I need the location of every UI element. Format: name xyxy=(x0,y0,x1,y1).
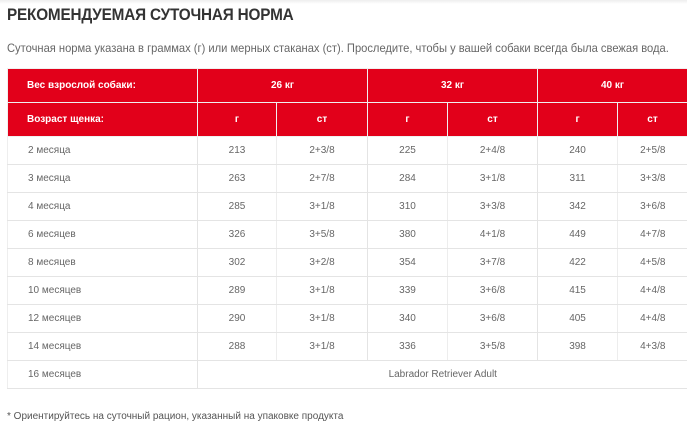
grams-cell: 326 xyxy=(197,220,277,249)
cups-cell: 4+4/8 xyxy=(617,276,687,305)
cups-cell: 4+4/8 xyxy=(617,304,687,333)
age-cell: 12 месяцев xyxy=(7,304,198,333)
cups-cell: 3+1/8 xyxy=(275,192,368,221)
cups-cell: 3+7/8 xyxy=(447,248,538,277)
grams-cell: 449 xyxy=(537,220,618,249)
table-row: 4 месяца 285 3+1/8 310 3+3/8 342 3+6/8 xyxy=(7,192,687,221)
grams-cell: 240 xyxy=(537,136,618,165)
table-row: 14 месяцев 288 3+1/8 336 3+5/8 398 4+3/8 xyxy=(7,332,687,361)
table-row: 2 месяца 213 2+3/8 225 2+4/8 240 2+5/8 xyxy=(7,136,687,165)
cups-cell: 3+1/8 xyxy=(275,332,368,361)
cups-cell: 3+6/8 xyxy=(447,276,538,305)
grams-cell: 302 xyxy=(197,248,277,277)
grams-cell: 405 xyxy=(537,304,618,333)
cups-cell: 2+7/8 xyxy=(275,164,368,193)
grams-cell: 342 xyxy=(537,192,618,221)
cups-cell: 2+5/8 xyxy=(617,136,687,165)
unit-header: г xyxy=(197,102,277,137)
age-cell: 10 месяцев xyxy=(7,276,198,305)
table-row: 6 месяцев 326 3+5/8 380 4+1/8 449 4+7/8 xyxy=(7,220,687,249)
cups-cell: 3+1/8 xyxy=(447,164,538,193)
age-label: Возраст щенка: xyxy=(7,102,198,137)
grams-cell: 398 xyxy=(537,332,618,361)
unit-header: ст xyxy=(447,102,539,137)
grams-cell: 225 xyxy=(367,136,448,165)
cups-cell: 4+3/8 xyxy=(617,332,687,361)
unit-header: г xyxy=(537,102,619,137)
cups-cell: 3+6/8 xyxy=(617,192,687,221)
grams-cell: 380 xyxy=(367,220,448,249)
grams-cell: 289 xyxy=(197,276,277,305)
cups-cell: 2+3/8 xyxy=(275,136,368,165)
age-cell: 8 месяцев xyxy=(7,248,198,277)
cups-cell: 4+5/8 xyxy=(617,248,687,277)
grams-cell: 288 xyxy=(197,332,277,361)
table-row: 12 месяцев 290 3+1/8 340 3+6/8 405 4+4/8 xyxy=(7,304,687,333)
product-cell: Labrador Retriever Adult xyxy=(196,360,687,389)
grams-cell: 311 xyxy=(537,164,618,193)
subtitle: Суточная норма указана в граммах (г) или… xyxy=(7,41,669,55)
grams-cell: 290 xyxy=(197,304,277,333)
weight-label: Вес взрослой собаки: xyxy=(7,68,198,103)
cups-cell: 3+3/8 xyxy=(447,192,538,221)
grams-cell: 340 xyxy=(367,304,448,333)
grams-cell: 339 xyxy=(367,276,448,305)
cups-cell: 3+1/8 xyxy=(275,276,368,305)
weight-header: 26 кг xyxy=(196,68,369,103)
age-cell: 4 месяца xyxy=(7,192,198,221)
unit-header-row: Возраст щенка: г ст г ст г ст xyxy=(7,102,687,137)
unit-header: г xyxy=(367,102,449,137)
table-row: 8 месяцев 302 3+2/8 354 3+7/8 422 4+5/8 xyxy=(7,248,687,277)
grams-cell: 263 xyxy=(197,164,277,193)
age-cell: 3 месяца xyxy=(7,164,198,193)
weight-header: 32 кг xyxy=(367,68,539,103)
cups-cell: 3+5/8 xyxy=(447,332,538,361)
cups-cell: 2+4/8 xyxy=(447,136,538,165)
age-cell: 16 месяцев xyxy=(7,360,198,389)
cups-cell: 3+3/8 xyxy=(617,164,687,193)
grams-cell: 415 xyxy=(537,276,618,305)
grams-cell: 336 xyxy=(367,332,448,361)
page-title: РЕКОМЕНДУЕМАЯ СУТОЧНАЯ НОРМА xyxy=(7,5,294,24)
grams-cell: 213 xyxy=(197,136,277,165)
cups-cell: 3+1/8 xyxy=(275,304,368,333)
age-cell: 6 месяцев xyxy=(7,220,198,249)
cups-cell: 4+7/8 xyxy=(617,220,687,249)
age-cell: 14 месяцев xyxy=(7,332,198,361)
unit-header: ст xyxy=(275,102,369,137)
cups-cell: 3+2/8 xyxy=(275,248,368,277)
cups-cell: 3+5/8 xyxy=(275,220,368,249)
top-shadow xyxy=(0,0,687,4)
grams-cell: 285 xyxy=(197,192,277,221)
feeding-table: Вес взрослой собаки: 26 кг 32 кг 40 кг В… xyxy=(7,68,687,389)
grams-cell: 284 xyxy=(367,164,448,193)
grams-cell: 354 xyxy=(367,248,448,277)
grams-cell: 422 xyxy=(537,248,618,277)
unit-header: ст xyxy=(617,102,687,137)
cups-cell: 4+1/8 xyxy=(447,220,538,249)
grams-cell: 310 xyxy=(367,192,448,221)
footnote: * Ориентируйтесь на суточный рацион, ука… xyxy=(7,411,344,422)
cups-cell: 3+6/8 xyxy=(447,304,538,333)
table-row: 10 месяцев 289 3+1/8 339 3+6/8 415 4+4/8 xyxy=(7,276,687,305)
age-cell: 2 месяца xyxy=(7,136,198,165)
weight-header: 40 кг xyxy=(537,68,687,103)
table-row: 16 месяцев Labrador Retriever Adult xyxy=(7,360,687,389)
table-row: 3 месяца 263 2+7/8 284 3+1/8 311 3+3/8 xyxy=(7,164,687,193)
weight-header-row: Вес взрослой собаки: 26 кг 32 кг 40 кг xyxy=(7,68,687,103)
